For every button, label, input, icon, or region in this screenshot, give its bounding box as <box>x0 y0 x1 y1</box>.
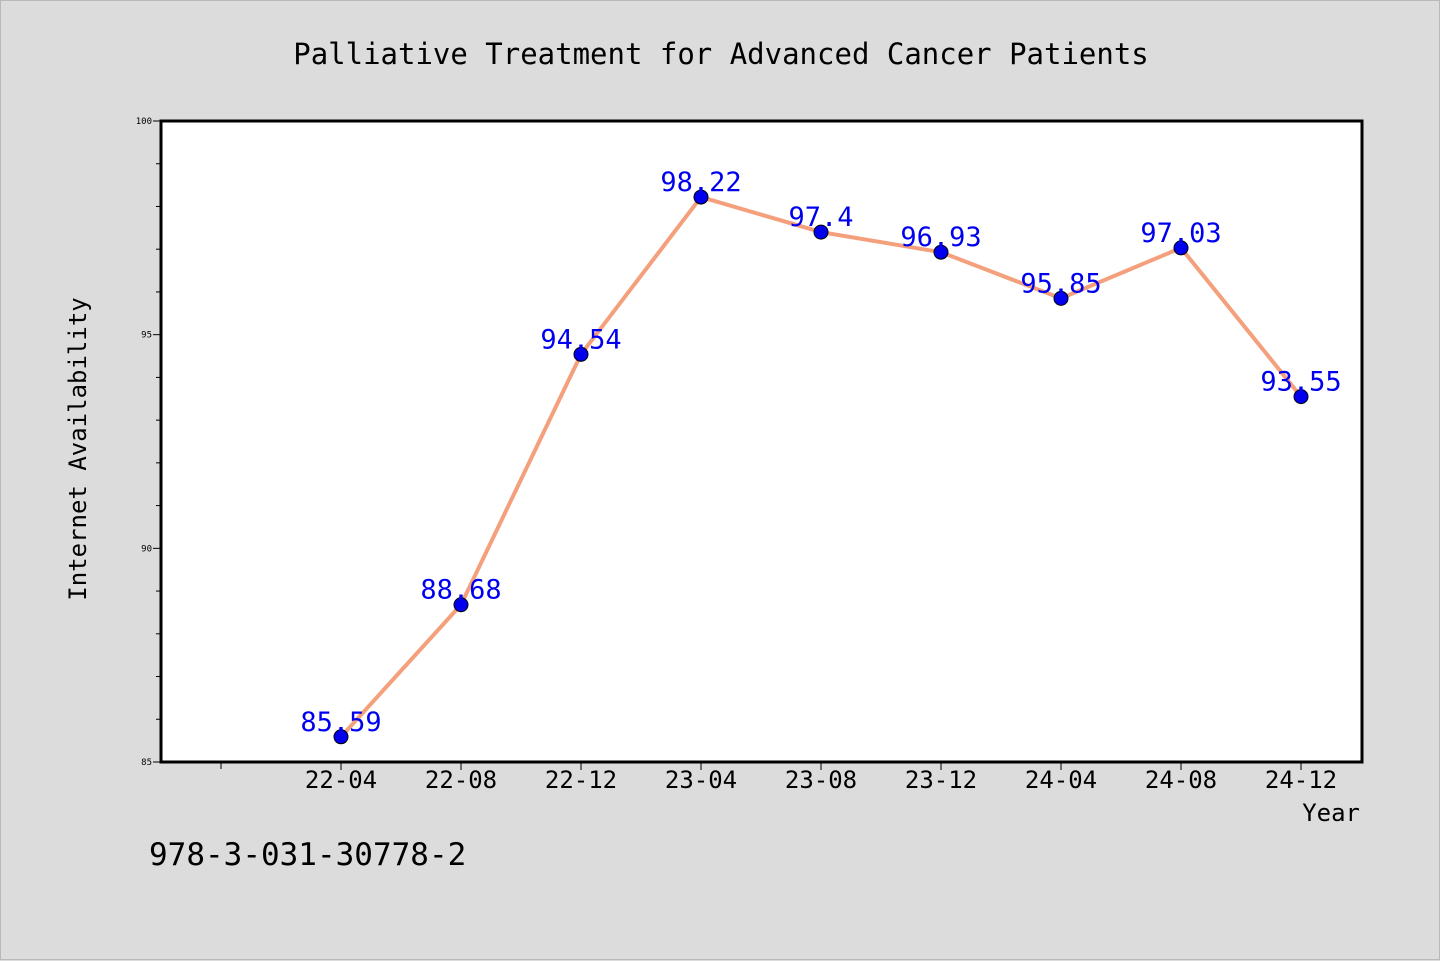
data-point <box>573 346 589 362</box>
y-tick-label: 90 <box>141 544 152 554</box>
plot-area <box>159 119 1364 764</box>
x-tick-label: 24-12 <box>1265 766 1337 794</box>
data-point <box>453 597 469 613</box>
data-label: 97.4 <box>788 202 853 233</box>
marker-layer <box>333 189 1309 745</box>
data-label: 98.22 <box>660 167 741 198</box>
data-point <box>1173 240 1189 256</box>
x-axis: 22-04 22-08 22-12 23-04 23-08 23-12 24-04 24-08… <box>220 762 1337 794</box>
data-label: 93.55 <box>1260 367 1341 398</box>
x-axis-label: Year <box>1302 799 1360 827</box>
y-axis: 85 90 95 100 <box>136 117 161 768</box>
data-label: 96.93 <box>900 222 981 253</box>
data-label: 95.85 <box>1020 268 1101 299</box>
data-label: 94.54 <box>540 324 621 355</box>
x-tick-label: 24-04 <box>1025 766 1097 794</box>
data-point <box>1293 389 1309 405</box>
y-tick-label: 95 <box>141 331 152 341</box>
data-point <box>933 244 949 260</box>
data-label: 85.59 <box>300 707 381 738</box>
x-tick-label: 24-08 <box>1145 766 1217 794</box>
data-point <box>1053 290 1069 306</box>
x-tick-label: 22-04 <box>305 766 377 794</box>
y-tick-label: 100 <box>136 117 152 127</box>
y-tick-label: 85 <box>141 758 152 768</box>
x-tick-label: 22-08 <box>425 766 497 794</box>
data-point <box>333 729 349 745</box>
x-tick-label: 23-04 <box>665 766 737 794</box>
data-point <box>693 189 709 205</box>
data-label: 97.03 <box>1140 218 1221 249</box>
y-axis-label: Internet Availability <box>64 297 92 600</box>
chart-title: Palliative Treatment for Advanced Cancer… <box>293 37 1149 71</box>
x-tick-label: 23-12 <box>905 766 977 794</box>
data-label-layer: 85.59 88.68 94.54 98.22 97.4 96.93 95.85 97.03 9… <box>300 167 1341 738</box>
data-label: 88.68 <box>420 575 501 606</box>
data-point <box>813 224 829 240</box>
x-tick-label: 22-12 <box>545 766 617 794</box>
footer-note: 978-3-031-30778-2 <box>149 837 466 873</box>
x-tick-label: 23-08 <box>785 766 857 794</box>
